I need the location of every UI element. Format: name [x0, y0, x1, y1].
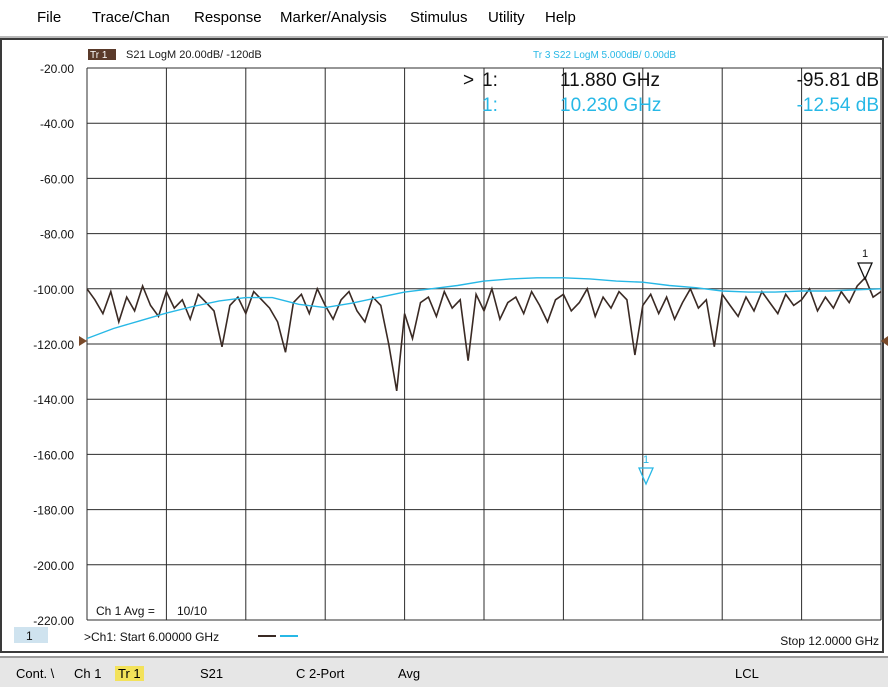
status-parameter[interactable]: S21: [200, 666, 223, 681]
y-tick-label: -60.00: [40, 172, 74, 186]
y-tick-label: -140.00: [33, 393, 74, 407]
marker2-triangle-icon: [639, 468, 653, 484]
y-tick-label: -100.00: [33, 283, 74, 297]
status-lcl[interactable]: LCL: [735, 666, 759, 681]
menu-response[interactable]: Response: [194, 9, 262, 26]
y-tick-label: -120.00: [33, 338, 74, 352]
y-tick-label: -200.00: [33, 559, 74, 573]
plot-grid: [87, 68, 881, 620]
menu-marker-analysis[interactable]: Marker/Analysis: [280, 9, 387, 26]
marker1-id: 1:: [482, 70, 498, 91]
status-bar: Cont. \ Ch 1 Tr 1 S21 C 2-Port Avg LCL: [0, 656, 888, 687]
trace-plot: -20.00 -40.00 -60.00 -80.00 -100.00 -120.00 -1…: [0, 38, 888, 653]
reference-arrow-left: [79, 336, 87, 346]
menu-bar: File Trace/Chan Response Marker/Analysis…: [0, 0, 888, 38]
y-tick-label: -80.00: [40, 228, 74, 242]
marker2-flag-label: 1: [643, 454, 649, 466]
marker2-value: -12.54 dB: [797, 95, 879, 116]
marker1-prefix: >: [463, 70, 474, 91]
trace1-label[interactable]: S21 LogM 20.00dB/ -120dB: [126, 49, 262, 61]
trace3-label[interactable]: Tr 3 S22 LogM 5.000dB/ 0.00dB: [533, 50, 676, 61]
y-axis-labels: -20.00 -40.00 -60.00 -80.00 -100.00 -120.00 -1…: [33, 62, 74, 628]
channel-stop[interactable]: Stop 12.0000 GHz: [780, 634, 879, 648]
y-tick-label: -20.00: [40, 62, 74, 76]
marker2-freq: 10.230 GHz: [560, 95, 661, 116]
marker1-freq: 11.880 GHz: [560, 70, 660, 91]
status-trace[interactable]: Tr 1: [115, 666, 144, 681]
y-tick-label: -40.00: [40, 117, 74, 131]
menu-stimulus[interactable]: Stimulus: [410, 9, 468, 26]
status-cont[interactable]: Cont. \: [16, 666, 54, 681]
trace1-tag[interactable]: Tr 1: [90, 50, 108, 61]
channel-start[interactable]: >Ch1: Start 6.00000 GHz: [84, 630, 219, 644]
marker2-flag[interactable]: 1: [639, 454, 653, 484]
y-tick-label: -180.00: [33, 504, 74, 518]
reference-arrow-right: [881, 336, 888, 346]
menu-utility[interactable]: Utility: [488, 9, 525, 26]
marker2-id: 1:: [482, 95, 498, 116]
status-calibration[interactable]: C 2-Port: [296, 666, 344, 681]
marker1-flag-label: 1: [862, 248, 868, 260]
marker1-triangle-icon: [858, 263, 872, 279]
avg-label: Ch 1 Avg =: [96, 604, 155, 618]
y-tick-label: -220.00: [33, 614, 74, 628]
menu-file[interactable]: File: [37, 9, 61, 26]
y-tick-label: -160.00: [33, 448, 74, 462]
marker1-flag[interactable]: 1: [858, 248, 872, 279]
avg-value: 10/10: [177, 604, 207, 618]
menu-help[interactable]: Help: [545, 9, 576, 26]
marker1-value: -95.81 dB: [797, 70, 879, 91]
status-channel[interactable]: Ch 1: [74, 666, 101, 681]
status-averaging[interactable]: Avg: [398, 666, 420, 681]
channel-number: 1: [26, 629, 33, 643]
menu-trace-chan[interactable]: Trace/Chan: [92, 9, 170, 26]
